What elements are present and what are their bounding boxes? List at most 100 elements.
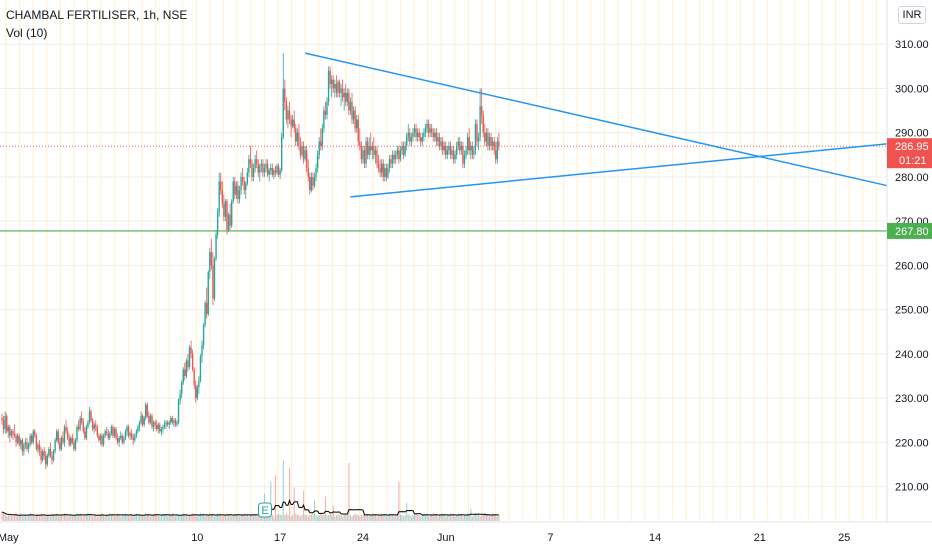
volume-bar	[248, 516, 250, 521]
volume-bar	[60, 514, 62, 521]
volume-bar	[274, 475, 277, 521]
symbol-title[interactable]: CHAMBAL FERTILISER, 1h, NSE	[6, 8, 188, 22]
volume-bar	[287, 514, 289, 521]
volume-bar	[160, 514, 162, 521]
candle-body	[304, 150, 306, 160]
volume-bar	[203, 514, 205, 521]
volume-bar	[190, 514, 192, 521]
candle-body	[290, 119, 292, 127]
candle-body	[387, 168, 389, 177]
volume-indicator-label[interactable]: Vol (10)	[6, 26, 48, 40]
volume-bar	[42, 514, 44, 521]
candle-body	[79, 418, 81, 430]
candle-body	[307, 168, 309, 177]
candle-body	[348, 92, 350, 111]
candle-body	[448, 145, 450, 151]
candle-body	[407, 132, 409, 138]
candle-body	[340, 88, 342, 93]
candle-body	[49, 449, 52, 456]
volume-bar	[420, 516, 422, 521]
volume-bar	[131, 514, 133, 521]
volume-bar	[353, 514, 355, 521]
volume-bar	[329, 513, 331, 521]
candle-body	[4, 415, 6, 430]
candle-body	[268, 170, 270, 175]
volume-bar	[67, 516, 69, 521]
price-axis	[887, 0, 932, 550]
candle-body	[435, 132, 438, 142]
candle-body	[46, 455, 49, 465]
volume-bar	[482, 514, 484, 521]
last-price-badge[interactable]	[887, 138, 932, 169]
volume-bar	[464, 514, 466, 521]
volume-bar	[46, 514, 48, 521]
candle-body	[276, 165, 278, 173]
candle-body	[246, 172, 249, 184]
volume-bar	[149, 516, 152, 521]
candle-body	[416, 132, 419, 138]
volume-bar	[7, 514, 9, 521]
candle-body	[155, 424, 158, 430]
volume-bar	[195, 514, 197, 521]
candle-body	[37, 444, 39, 450]
volume-bar	[449, 513, 452, 521]
trendline-upper[interactable]	[304, 52, 889, 187]
volume-bar	[399, 514, 402, 521]
support-price-badge[interactable]	[887, 222, 932, 239]
candle-body	[63, 426, 66, 443]
candle-body	[341, 88, 344, 98]
volume-bar	[115, 514, 117, 521]
candle-body	[470, 145, 472, 151]
volume-bar	[123, 514, 125, 521]
candle-body	[151, 415, 153, 427]
volume-bar	[282, 460, 284, 521]
candle-body	[455, 145, 458, 155]
candle-body	[260, 163, 263, 166]
price-tick-label: 310.00	[895, 39, 929, 51]
volume-bar	[298, 514, 300, 521]
volume-bar	[426, 514, 428, 521]
earnings-marker[interactable]	[258, 502, 272, 518]
volume-bar	[299, 516, 302, 521]
time-tick-label: 24	[357, 532, 369, 544]
volume-bar	[317, 516, 319, 521]
candle-body	[462, 145, 464, 164]
candle-body	[249, 159, 252, 164]
volume-bar	[368, 516, 370, 521]
volume-bar	[120, 516, 122, 521]
volume-bar	[92, 516, 94, 521]
candle-body	[95, 424, 97, 427]
candle-body	[162, 426, 164, 430]
volume-bar	[239, 516, 241, 521]
volume-bar	[12, 514, 14, 521]
volume-bar	[215, 514, 217, 521]
volume-bar	[429, 514, 431, 521]
last-price-label: 286.95	[895, 141, 929, 153]
price-tick-label: 250.00	[895, 305, 929, 317]
volume-bar	[101, 513, 103, 521]
trendline-lower[interactable]	[350, 143, 889, 198]
candle-body	[68, 437, 70, 445]
candle-body	[207, 272, 209, 315]
currency-badge[interactable]: INR	[898, 6, 926, 24]
volume-bar	[181, 514, 183, 521]
volume-bar	[142, 514, 144, 521]
volume-bar	[57, 514, 59, 521]
candle-body	[224, 201, 227, 217]
candle-body	[285, 101, 288, 120]
candle-body	[101, 435, 103, 445]
volume-bar	[221, 516, 223, 521]
candle-body	[288, 110, 291, 120]
volume-bar	[85, 514, 87, 521]
candle-body	[355, 119, 358, 129]
candle-body	[374, 150, 377, 155]
volume-bar	[485, 514, 487, 521]
candle-body	[202, 325, 205, 346]
candle-body	[379, 168, 381, 173]
candle-body	[345, 92, 347, 102]
volume-bar	[323, 514, 325, 521]
volume-bar	[276, 514, 278, 521]
candle-body	[352, 110, 355, 120]
volume-bar	[95, 514, 97, 521]
